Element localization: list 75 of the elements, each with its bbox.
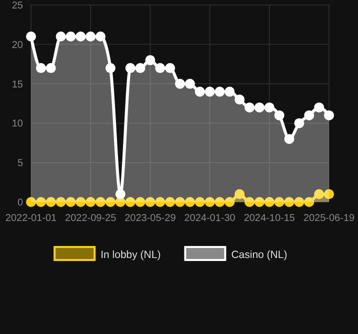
point	[115, 189, 126, 200]
point	[135, 197, 146, 207]
point	[125, 197, 136, 207]
point	[234, 94, 245, 105]
x-tick-label: 2025-06-19	[303, 213, 356, 224]
point	[135, 63, 146, 74]
y-tick-label: 25	[12, 0, 24, 12]
point	[294, 197, 304, 207]
point	[324, 110, 334, 120]
point	[194, 197, 205, 207]
point	[194, 86, 205, 97]
point	[224, 197, 235, 207]
point	[76, 197, 86, 207]
point	[244, 197, 255, 207]
y-tick-label: 15	[12, 79, 24, 90]
point	[324, 189, 334, 200]
point	[86, 197, 96, 207]
x-tick-label: 2022-09-25	[65, 213, 117, 224]
point	[36, 63, 46, 74]
point	[274, 110, 284, 120]
point	[304, 110, 314, 120]
point	[304, 197, 314, 207]
point	[284, 197, 294, 207]
point	[274, 197, 284, 207]
point	[26, 197, 36, 207]
point	[175, 78, 185, 89]
point	[214, 197, 225, 207]
point	[244, 102, 255, 112]
point	[254, 197, 264, 207]
point	[66, 32, 76, 42]
point	[264, 197, 274, 207]
point	[314, 102, 324, 112]
point	[165, 63, 176, 74]
point	[86, 32, 96, 42]
x-tick-label: 2024-01-30	[184, 213, 236, 224]
point	[214, 86, 225, 97]
point	[56, 32, 66, 42]
point	[36, 197, 46, 207]
point	[204, 197, 215, 207]
point	[145, 197, 156, 207]
point	[155, 197, 166, 207]
legend-label: In lobby (NL)	[100, 249, 161, 261]
point	[314, 189, 324, 200]
point	[165, 197, 176, 207]
y-tick-label: 0	[17, 198, 24, 208]
point	[46, 63, 56, 74]
point	[294, 118, 304, 128]
x-tick-label: 2022-01-01	[5, 213, 58, 224]
point	[66, 197, 76, 207]
y-tick-label: 5	[17, 158, 24, 170]
point	[105, 63, 116, 74]
x-tick-label: 2024-10-15	[244, 213, 296, 224]
point	[254, 102, 264, 112]
point	[76, 32, 86, 42]
point	[96, 32, 106, 42]
point	[46, 197, 56, 207]
y-tick-label: 20	[12, 40, 24, 51]
x-tick-label: 2023-05-29	[124, 213, 176, 224]
point	[105, 197, 116, 207]
point	[184, 197, 195, 207]
point	[155, 63, 166, 74]
point	[56, 197, 66, 207]
point	[96, 197, 106, 207]
point	[224, 86, 235, 97]
point	[175, 197, 185, 207]
point	[234, 189, 245, 200]
point	[125, 63, 136, 74]
point	[284, 134, 294, 144]
point	[184, 78, 195, 89]
point	[145, 55, 156, 66]
point	[26, 32, 36, 42]
legend-label: Casino (NL)	[231, 249, 288, 261]
point	[264, 102, 274, 112]
y-tick-label: 10	[12, 118, 24, 130]
point	[204, 86, 215, 97]
